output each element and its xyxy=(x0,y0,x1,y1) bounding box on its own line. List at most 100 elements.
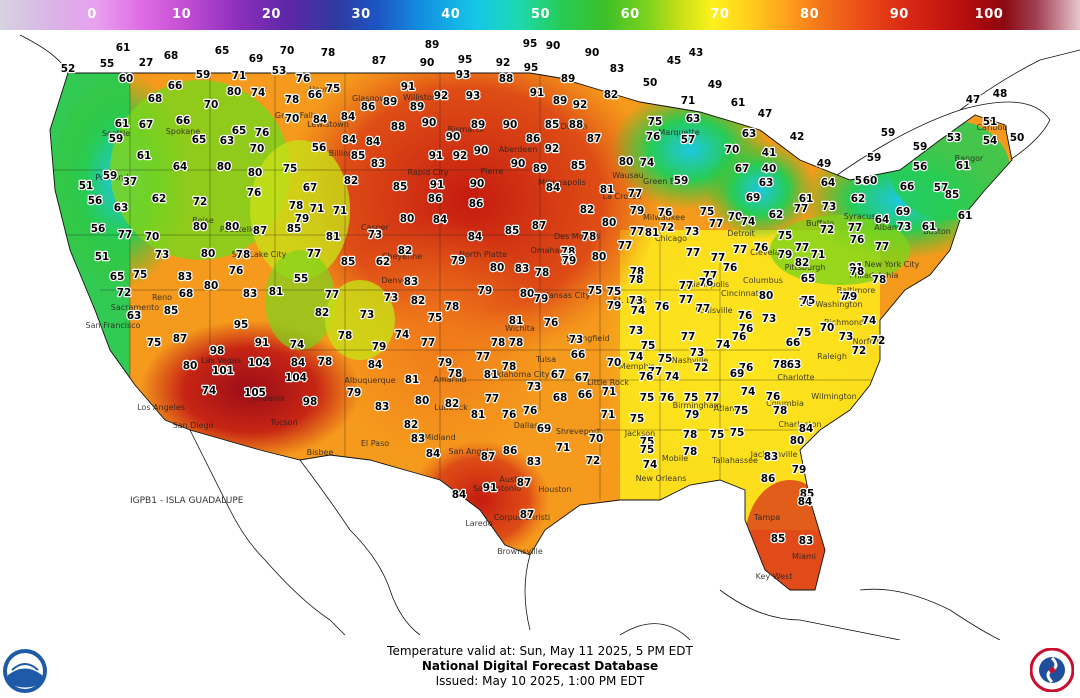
temperature-value: 73 xyxy=(685,226,700,238)
temperature-value: 75 xyxy=(607,286,622,298)
city-label: Brownsville xyxy=(497,547,543,556)
temperature-value: 64 xyxy=(173,161,188,173)
temperature-value: 59 xyxy=(881,127,896,139)
temperature-value: 73 xyxy=(527,381,542,393)
temperature-value: 76 xyxy=(639,371,654,383)
temperature-value: 76 xyxy=(502,409,517,421)
city-label: Bangor xyxy=(955,154,984,163)
temperature-value: 80 xyxy=(490,262,505,274)
temperature-value: 47 xyxy=(758,108,773,120)
temperature-value: 75 xyxy=(326,83,341,95)
city-label: Williston xyxy=(403,93,437,102)
temperature-value: 77 xyxy=(679,280,694,292)
city-label: Memphis xyxy=(619,362,655,371)
temperature-value: 80 xyxy=(201,248,216,260)
city-labels: Havre Glasgow Williston Great FallsLewistow… xyxy=(86,85,1008,581)
city-label: Tucson xyxy=(269,418,297,427)
city-label: Pittsburgh xyxy=(785,263,826,272)
city-label: St. Louis xyxy=(613,296,647,305)
temperature-value: 69 xyxy=(746,192,761,204)
city-label: San Angelo xyxy=(448,447,493,456)
temperature-value: 40 xyxy=(762,163,777,175)
temperature-value: 27 xyxy=(139,57,154,69)
city-label: Omaha xyxy=(531,246,560,255)
temperature-value: 77 xyxy=(848,222,863,234)
temperature-value: 56 xyxy=(913,161,928,173)
temperature-value: 77 xyxy=(307,248,322,260)
temperature-value: 70 xyxy=(285,113,300,125)
temperature-value: 76 xyxy=(732,331,747,343)
city-label: Glasgow xyxy=(352,94,386,103)
temperature-value: 78 xyxy=(582,231,597,243)
legend-tick: 60 xyxy=(620,7,640,22)
temperature-value: 78 xyxy=(509,337,524,349)
city-label: Albuquerque xyxy=(344,376,395,385)
city-label: Boise xyxy=(192,216,214,225)
temperature-value: 78 xyxy=(285,94,300,106)
temperature-value: 76 xyxy=(523,405,538,417)
temperature-value: 84 xyxy=(452,489,467,501)
temperature-value: 92 xyxy=(434,90,449,102)
temperature-value: 78 xyxy=(683,429,698,441)
temperature-value: 76 xyxy=(544,317,559,329)
temperature-value: 74 xyxy=(631,305,646,317)
temperature-value: 74 xyxy=(251,87,266,99)
temperature-value: 56 xyxy=(312,142,327,154)
temperature-value: 71 xyxy=(681,95,696,107)
temperature-value: 86 xyxy=(469,198,484,210)
temperature-value: 77 xyxy=(681,331,696,343)
temperature-value: 78 xyxy=(338,330,353,342)
temperature-value: 76 xyxy=(799,297,814,309)
temperature-value: 57 xyxy=(681,134,696,146)
city-label: Marquette xyxy=(658,128,699,137)
city-label: Louisville xyxy=(696,306,733,315)
temperature-value: 92 xyxy=(573,99,588,111)
city-label: La Crosse xyxy=(603,192,642,201)
temperature-value: 104 xyxy=(248,357,270,369)
temperature-value: 84 xyxy=(468,231,483,243)
legend-tick: 80 xyxy=(800,7,820,22)
temperature-value: 77 xyxy=(703,270,718,282)
temperature-value: 72 xyxy=(193,196,208,208)
temperature-value: 76 xyxy=(646,131,661,143)
temperature-value: 86 xyxy=(503,445,518,457)
temperature-value: 89 xyxy=(561,73,576,85)
city-label: Little Rock xyxy=(587,378,629,387)
temperature-value: 78 xyxy=(448,368,463,380)
temperature-value: 75 xyxy=(648,116,663,128)
temperature-value: 75 xyxy=(588,285,603,297)
temperature-value: 61 xyxy=(731,97,746,109)
temperature-value: 77 xyxy=(733,244,748,256)
city-label: Jackson xyxy=(624,429,655,438)
city-label: Spokane xyxy=(166,127,201,136)
temperature-value: 91 xyxy=(429,150,444,162)
temperature-value: 74 xyxy=(741,216,756,228)
city-label: Amarillo xyxy=(433,375,466,384)
temperature-value: 85 xyxy=(164,305,179,317)
temperature-value: 73 xyxy=(360,309,375,321)
temperature-value: 80 xyxy=(520,288,535,300)
temperature-value: 73 xyxy=(368,229,383,241)
temperature-value: 70 xyxy=(728,211,743,223)
city-label: Dallas xyxy=(514,421,539,430)
temperature-value: 52 xyxy=(61,63,76,75)
temperature-value: 73 xyxy=(629,295,644,307)
temperature-value: 59 xyxy=(913,141,928,153)
temperature-value: 61 xyxy=(956,160,971,172)
city-label: Tulsa xyxy=(535,355,556,364)
city-label: Des Moines xyxy=(554,232,600,241)
temperature-value: 89 xyxy=(553,95,568,107)
temperature-value: 69 xyxy=(896,206,911,218)
temperature-value: 90 xyxy=(446,131,461,143)
temperature-value: 79 xyxy=(561,253,576,265)
temperature-value: 69 xyxy=(249,53,264,65)
temperature-value: 78 xyxy=(535,267,550,279)
temperature-value: 75 xyxy=(630,413,645,425)
city-label: Bisbee xyxy=(307,448,334,457)
temperature-value: 74 xyxy=(665,371,680,383)
temperature-value: 76 xyxy=(255,127,270,139)
us-outline xyxy=(49,72,1013,591)
temperature-value: 74 xyxy=(629,351,644,363)
temperature-value: 59 xyxy=(674,175,689,187)
temperature-value: 37 xyxy=(123,176,138,188)
